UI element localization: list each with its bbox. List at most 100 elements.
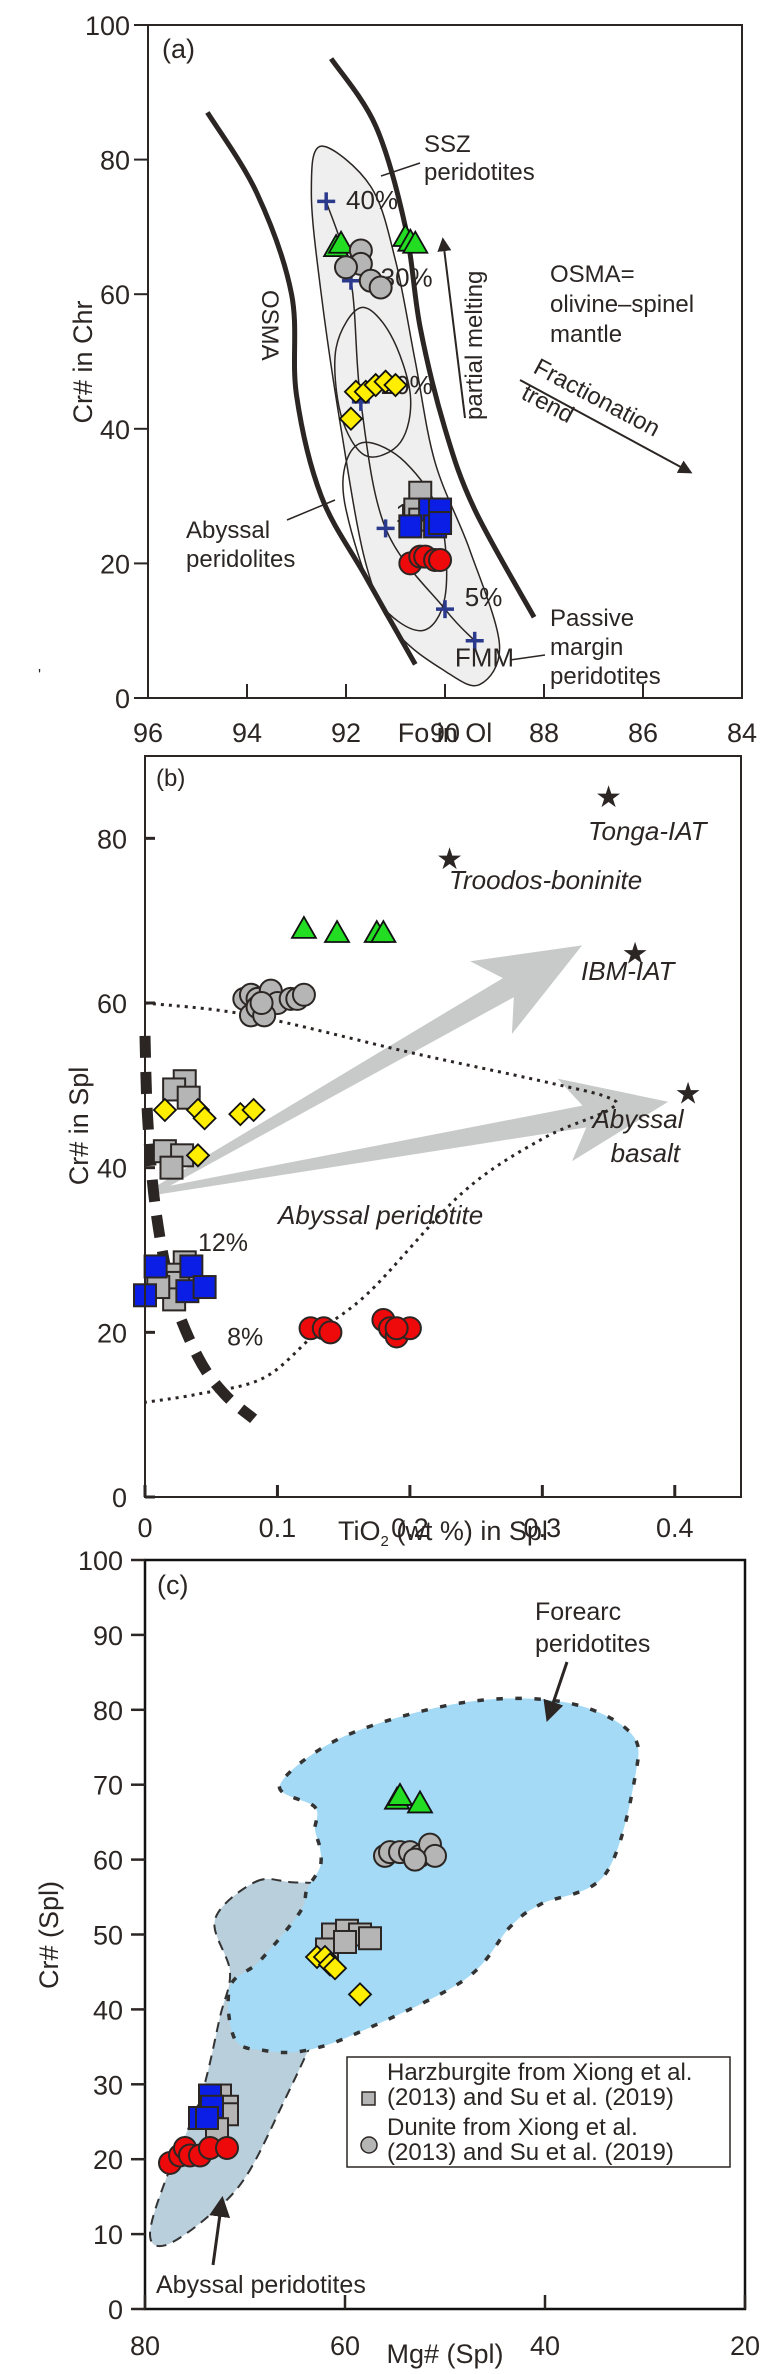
c-data-point	[358, 1926, 382, 1951]
legend-circle-icon	[360, 2136, 378, 2154]
a-passive-leader	[509, 654, 546, 661]
b-plot-frame	[144, 755, 742, 1498]
b-x-axis-label: TiO2 (wt %) in Spl	[338, 1516, 548, 1550]
y-tick-label: 100	[78, 1546, 123, 1576]
b-data-point	[192, 1275, 217, 1300]
b-reference-star-icon: ★	[436, 843, 463, 876]
y-tick-label: 80	[93, 1696, 123, 1726]
b-reference-star-icon: ★	[675, 1078, 702, 1111]
b-ibm-label: IBM-IAT	[581, 956, 677, 986]
y-tick-label: 20	[97, 1318, 127, 1348]
b-melting-label: 8%	[227, 1323, 263, 1351]
c-data-point	[322, 1955, 348, 1981]
c-data-point	[403, 1847, 427, 1872]
y-tick-label: 100	[85, 11, 130, 41]
b-data-point	[384, 1316, 409, 1341]
b-trend-arrow	[150, 945, 583, 1195]
b-data-point	[143, 1254, 168, 1279]
a-osma-vertical-label: OSMA	[256, 290, 283, 361]
x-tick-label: 88	[529, 718, 559, 748]
b-data-point	[290, 915, 318, 939]
c-ticks: 80 60 40 20 0 10 20 30 40 50 60 70 80 90 100	[78, 1546, 760, 2361]
panel-a: 40%30%20%15%FMM 969492908886840204060801…	[68, 11, 757, 748]
b-data-point	[323, 919, 351, 943]
a-melting-cross-icon	[376, 519, 395, 538]
a-partial-melting-arrow	[437, 237, 466, 419]
a-x-axis-label: Fo in Ol	[398, 718, 493, 748]
c-panel-label: (c)	[157, 1570, 188, 1600]
b-reference-star-icon: ★	[595, 781, 622, 814]
c-marks	[158, 1782, 447, 2175]
c-legend-box	[346, 2056, 731, 2168]
b-x-axis-label-sub: 2	[381, 1533, 389, 1550]
c-abyssal-arrow	[209, 2195, 231, 2266]
y-tick-label: 0	[115, 684, 130, 714]
b-data-point	[192, 1105, 217, 1131]
y-tick-label: 90	[93, 1621, 123, 1651]
x-tick-label: 60	[330, 2331, 360, 2361]
b-data-point	[291, 982, 316, 1007]
b-tonga-label: Tonga-IAT	[588, 816, 709, 846]
a-data-point	[428, 548, 453, 573]
x-tick-label: 84	[727, 718, 757, 748]
b-x-axis-label-rest: (wt %) in Spl	[389, 1516, 548, 1546]
b-abyssal-peridotite-label: Abyssal peridotite	[276, 1200, 483, 1230]
a-melting-label: 5%	[465, 582, 503, 612]
c-forearc-label-2: peridotites	[535, 1630, 650, 1658]
x-tick-label: 90	[430, 718, 460, 748]
y-tick-label: 0	[108, 2295, 123, 2325]
c-data-point	[386, 1782, 414, 1806]
y-tick-label: 20	[93, 2145, 123, 2175]
a-melting-label: 40%	[346, 185, 398, 215]
a-osma-def-1: OSMA=	[550, 261, 635, 288]
y-tick-label: 60	[100, 280, 130, 310]
y-tick-label: 0	[112, 1483, 127, 1513]
a-osma-def-2: olivine–spinel	[550, 291, 694, 318]
c-x-axis-label: Mg# (Spl)	[386, 2339, 503, 2369]
b-data-point	[249, 991, 274, 1015]
a-data-point	[401, 229, 429, 254]
y-tick-label: 70	[93, 1771, 123, 1801]
x-tick-label: 94	[232, 718, 262, 748]
y-tick-label: 80	[97, 824, 127, 854]
legend-harzburgite-line-2: (2013) and Su et al. (2019)	[387, 2084, 674, 2111]
x-tick-label: 96	[133, 718, 163, 748]
x-tick-label: 80	[130, 2331, 160, 2361]
a-ssz-label-1: SSZ	[424, 131, 471, 158]
c-data-point	[215, 2135, 239, 2160]
b-troodos-label: Troodos-boninite	[449, 865, 642, 895]
c-abyssal-label: Abyssal peridotites	[156, 2271, 366, 2299]
a-melting-label: FMM	[455, 643, 514, 673]
b-data-point	[152, 1097, 178, 1123]
y-tick-label: 80	[100, 146, 130, 176]
a-abyssal-field-lower	[342, 441, 448, 632]
stray-mark: '	[38, 667, 41, 684]
a-data-point	[428, 511, 453, 536]
c-forearc-label-1: Forearc	[535, 1598, 621, 1626]
a-y-axis-label: Cr# in Chr	[68, 300, 98, 423]
c-forearc-field	[226, 1696, 641, 2055]
a-ticks: 96 94 92 90 88 86 84 0 20 40 60 80 100	[85, 11, 757, 748]
y-tick-label: 60	[97, 989, 127, 1019]
b-data-point	[241, 1097, 266, 1123]
a-data-point	[327, 229, 355, 254]
legend-dunite-line-1: Dunite from Xiong et al.	[387, 2114, 638, 2141]
x-tick-label: 0.1	[259, 1513, 297, 1543]
a-passive-label-1: Passive	[550, 605, 634, 632]
a-data-point	[368, 275, 393, 300]
b-ticks: 0 0.1 0.2 0.3 0.4 0 20 40 60 80	[97, 824, 694, 1543]
a-osma-right-curve	[329, 57, 537, 619]
x-tick-label: 40	[530, 2331, 560, 2361]
y-tick-label: 40	[93, 1995, 123, 2025]
a-melting-cross-icon	[436, 600, 454, 619]
y-tick-label: 40	[100, 415, 130, 445]
b-y-axis-label: Cr# in Spl	[64, 1067, 94, 1186]
b-data-point	[179, 1254, 204, 1279]
a-osma-left-curve	[205, 111, 418, 666]
y-tick-label: 10	[93, 2220, 123, 2250]
x-tick-label: 92	[331, 718, 361, 748]
x-tick-label: 0	[137, 1513, 152, 1543]
a-partial-melting-label: partial melting	[461, 271, 488, 420]
y-tick-label: 30	[93, 2070, 123, 2100]
